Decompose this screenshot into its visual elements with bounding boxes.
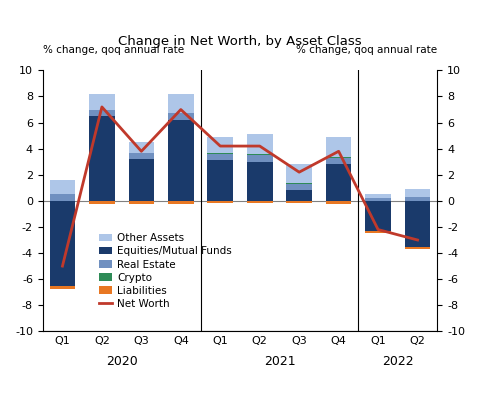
Bar xyxy=(49,201,75,286)
Bar xyxy=(365,201,391,231)
Bar xyxy=(207,160,233,201)
Bar xyxy=(207,137,233,153)
Bar xyxy=(129,142,154,153)
Bar xyxy=(405,197,431,201)
Bar xyxy=(89,109,115,116)
Bar xyxy=(207,201,233,204)
Bar xyxy=(287,201,312,203)
Bar xyxy=(405,189,431,197)
Bar xyxy=(247,201,273,204)
Bar xyxy=(207,154,233,160)
Text: % change, qoq annual rate: % change, qoq annual rate xyxy=(43,45,184,55)
Bar xyxy=(49,286,75,289)
Bar xyxy=(49,180,75,194)
Bar xyxy=(247,162,273,201)
Bar xyxy=(168,120,193,201)
Bar xyxy=(365,231,391,233)
Legend: Other Assets, Equities/Mutual Funds, Real Estate, Crypto, Liabilities, Net Worth: Other Assets, Equities/Mutual Funds, Rea… xyxy=(95,229,236,313)
Bar xyxy=(168,94,193,113)
Bar xyxy=(365,194,391,198)
Bar xyxy=(326,201,351,204)
Text: 2022: 2022 xyxy=(382,355,414,368)
Bar xyxy=(207,153,233,154)
Bar xyxy=(326,157,351,158)
Bar xyxy=(326,158,351,164)
Bar xyxy=(89,201,115,204)
Bar xyxy=(89,116,115,201)
Bar xyxy=(129,153,154,159)
Bar xyxy=(129,159,154,201)
Bar xyxy=(287,184,312,191)
Bar xyxy=(405,201,431,246)
Bar xyxy=(89,94,115,109)
Text: 2021: 2021 xyxy=(264,355,295,368)
Bar xyxy=(247,154,273,155)
Bar xyxy=(168,201,193,204)
Bar xyxy=(326,164,351,201)
Bar xyxy=(247,134,273,154)
Text: % change, qoq annual rate: % change, qoq annual rate xyxy=(296,45,437,55)
Bar xyxy=(287,183,312,184)
Bar xyxy=(129,201,154,204)
Bar xyxy=(287,164,312,183)
Bar xyxy=(287,191,312,201)
Bar xyxy=(168,113,193,120)
Bar xyxy=(365,198,391,201)
Bar xyxy=(49,194,75,201)
Text: 2020: 2020 xyxy=(106,355,137,368)
Title: Change in Net Worth, by Asset Class: Change in Net Worth, by Asset Class xyxy=(118,35,362,49)
Bar xyxy=(326,137,351,157)
Bar xyxy=(405,246,431,249)
Bar xyxy=(247,155,273,162)
